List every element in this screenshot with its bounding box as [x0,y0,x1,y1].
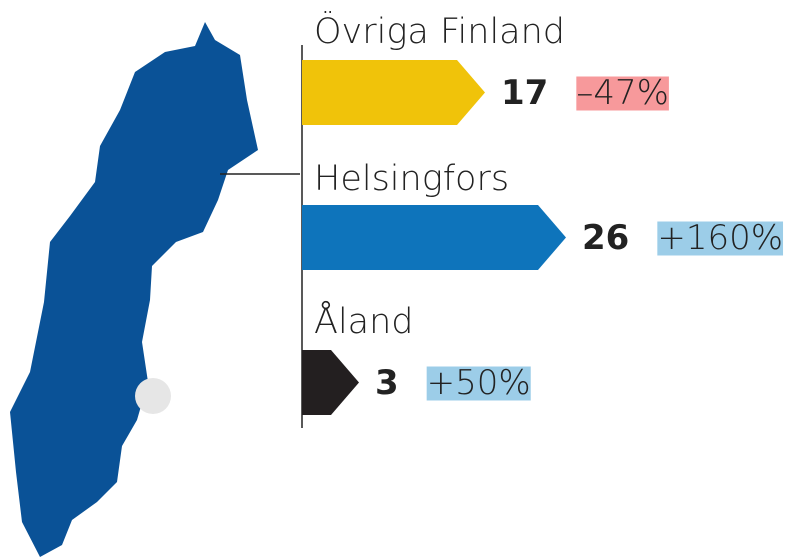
bar [302,350,359,415]
category-label: Åland [314,300,414,342]
change-label: +160% [657,218,783,258]
value-label: 3 [375,363,399,403]
change-background [426,366,531,401]
map-sweden [10,22,258,557]
bar [302,205,566,270]
location-dot [135,378,171,414]
change-background [576,76,669,111]
value-label: 26 [582,218,629,258]
category-label: Helsingfors [314,159,509,199]
change-background [657,221,784,256]
value-label: 17 [501,73,548,113]
category-label: Övriga Finland [314,10,565,52]
bar [302,60,485,125]
change-label: +50% [427,363,531,403]
change-label: –47% [576,73,669,113]
